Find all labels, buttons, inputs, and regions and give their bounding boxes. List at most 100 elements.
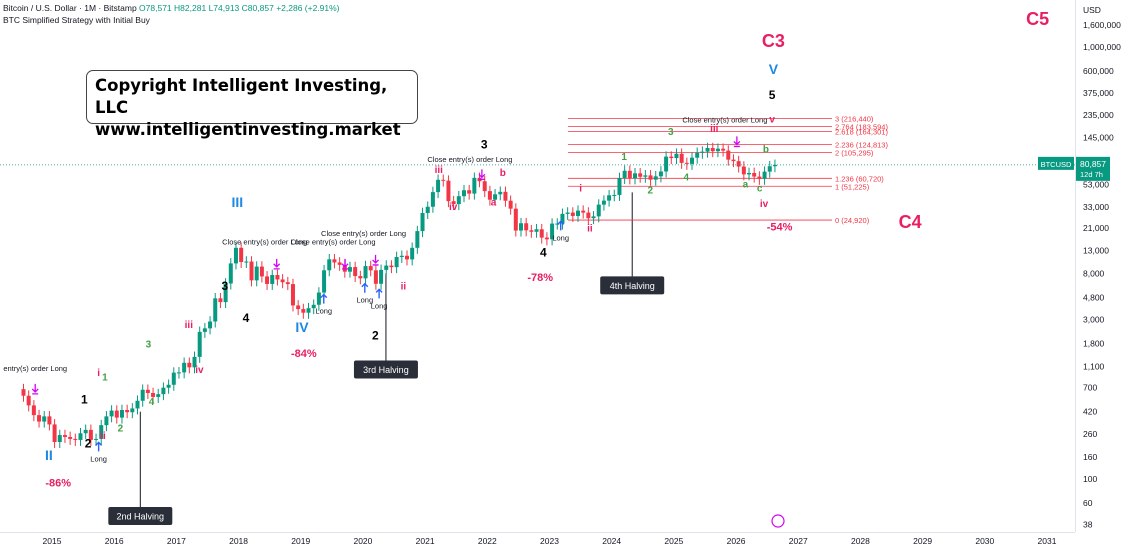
candle-body — [721, 148, 726, 151]
candle-body — [518, 223, 523, 231]
candle-body — [327, 259, 332, 271]
candle-body — [259, 266, 264, 277]
drawdown-label: -86% — [45, 478, 71, 490]
strategy-name[interactable]: BTC Simplified Strategy with Initial Buy — [3, 15, 150, 25]
time-tick-label: 2019 — [291, 536, 310, 546]
candle-body — [88, 429, 93, 440]
candle-body — [441, 179, 446, 181]
long-signal-arrow — [375, 288, 383, 299]
candle-body — [565, 212, 570, 214]
candle-body — [772, 164, 777, 167]
candle-body — [736, 161, 741, 167]
time-tick-label: 2016 — [105, 536, 124, 546]
candle-body — [767, 166, 772, 172]
candle-body — [508, 200, 513, 209]
wave-label: b — [500, 168, 506, 179]
symbol-header[interactable]: Bitcoin / U.S. Dollar · 1M · Bitstamp O7… — [3, 3, 340, 13]
candle-body — [379, 269, 384, 284]
candle-body — [389, 265, 394, 268]
time-tick-label: 2025 — [664, 536, 683, 546]
candle-body — [436, 179, 441, 193]
wave-label: c — [757, 183, 763, 194]
candle-body — [176, 372, 181, 374]
candle-body — [493, 194, 498, 200]
wave-label: III — [231, 194, 243, 210]
candle-body — [726, 150, 731, 160]
long-signal-label: Long — [371, 301, 388, 310]
candle-body — [544, 237, 549, 240]
candle-body — [161, 387, 166, 395]
wave-label: iii — [710, 123, 719, 134]
ohlc-high: H82,281 — [174, 3, 207, 13]
candle-body — [643, 175, 648, 177]
candle-body — [31, 405, 36, 416]
wave-label: 4 — [149, 397, 155, 408]
candle-body — [208, 321, 213, 329]
candle-body — [47, 416, 52, 425]
symbol-title[interactable]: Bitcoin / U.S. Dollar · 1M · Bitstamp — [3, 3, 137, 13]
price-tick-label: 235,000 — [1083, 110, 1114, 120]
candle-body — [617, 177, 622, 195]
wave-label: 3 — [668, 127, 674, 138]
price-tick-label: 420 — [1083, 407, 1097, 417]
candle-body — [119, 410, 124, 418]
candle-body — [710, 148, 715, 152]
close-signal-label: Close entry(s) order Long — [682, 115, 767, 124]
fib-level-label: 3 (216,440) — [835, 115, 874, 124]
time-tick-label: 2031 — [1038, 536, 1057, 546]
ohlc-change: +2,286 (+2.91%) — [276, 3, 340, 13]
wave-label: 2 — [85, 437, 92, 451]
drawdown-label: -54% — [767, 221, 793, 233]
time-tick-label: 2017 — [167, 536, 186, 546]
candle-body — [306, 308, 311, 313]
last-symbol-text: BTCUSD — [1041, 160, 1072, 169]
candle-body — [622, 170, 627, 178]
candle-body — [135, 400, 140, 409]
candle-body — [57, 435, 62, 443]
wave-label: ii — [587, 224, 593, 235]
price-tick-label: 60 — [1083, 498, 1093, 508]
candle-body — [513, 208, 518, 231]
candle-body — [239, 247, 244, 262]
wave-label: 2 — [647, 185, 653, 196]
halving-label-box — [600, 276, 665, 295]
candle-body — [498, 191, 503, 195]
candle-body — [741, 166, 746, 175]
candle-body — [311, 304, 316, 309]
candle-body — [715, 148, 720, 152]
price-tick-label: 100 — [1083, 474, 1097, 484]
candle-body — [316, 292, 321, 305]
candle-body — [347, 267, 352, 272]
close-signal-arrow — [31, 383, 39, 395]
wave-label: v — [769, 114, 775, 125]
price-tick-label: 21,000 — [1083, 223, 1109, 233]
close-signal-arrow — [273, 258, 281, 270]
candle-body — [332, 259, 337, 263]
wave-label: iv — [449, 202, 458, 213]
candle-body — [747, 172, 752, 175]
wave-label: ii — [100, 431, 106, 442]
wave-label: 4 — [540, 245, 547, 259]
candle-body — [285, 282, 290, 285]
candle-body — [166, 384, 171, 388]
candle-body — [467, 190, 472, 194]
time-tick-label: 2015 — [43, 536, 62, 546]
wave-label: C5 — [1026, 9, 1049, 29]
time-tick-label: 2028 — [851, 536, 870, 546]
time-tick-label: 2021 — [416, 536, 435, 546]
halving-label: 2nd Halving — [117, 512, 165, 522]
copyright-line-1: Copyright Intelligent Investing, LLC — [95, 76, 388, 117]
price-tick-label: 13,000 — [1083, 246, 1109, 256]
candle-body — [591, 216, 596, 219]
close-signal-arrow — [372, 254, 380, 266]
candle-body — [384, 265, 389, 270]
close-signal-arrow — [341, 258, 349, 270]
candle-body — [233, 247, 238, 264]
wave-label: iii — [435, 165, 444, 176]
time-tick-label: 2030 — [975, 536, 994, 546]
candle-body — [368, 266, 373, 271]
wave-label: 4 — [684, 172, 690, 183]
candle-body — [296, 305, 301, 310]
candle-body — [570, 212, 575, 216]
